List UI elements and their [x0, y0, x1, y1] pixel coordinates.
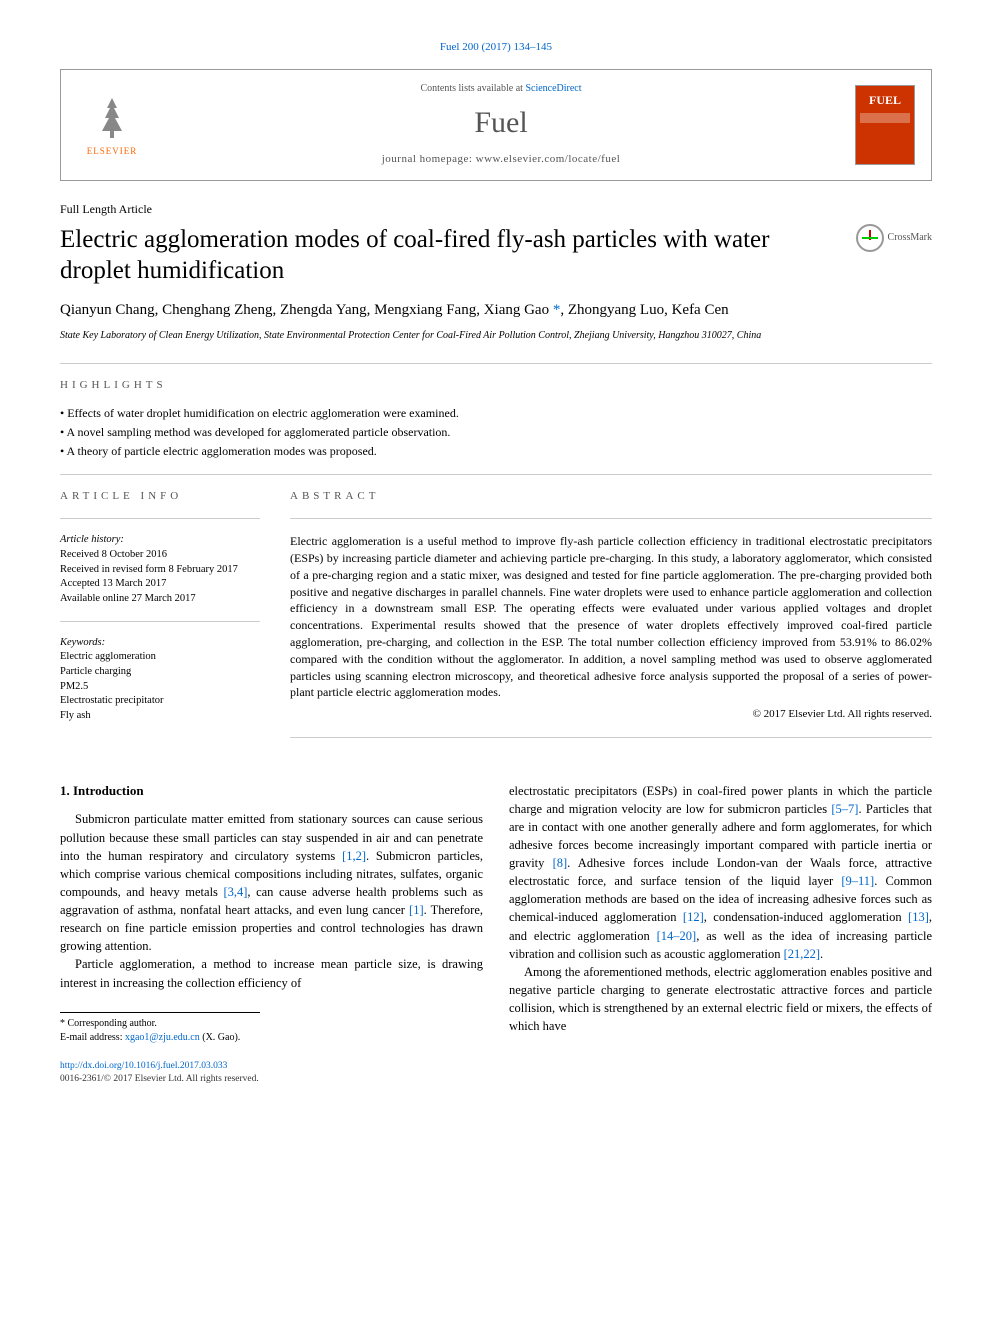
body-paragraph: Particle agglomeration, a method to incr… — [60, 955, 483, 991]
crossmark-badge[interactable]: CrossMark — [856, 224, 932, 252]
article-type: Full Length Article — [60, 201, 932, 218]
citation-ref[interactable]: [5–7] — [831, 802, 858, 816]
article-info-label: ARTICLE INFO — [60, 489, 260, 504]
issn-line: 0016-2361/© 2017 Elsevier Ltd. All right… — [60, 1073, 932, 1086]
keyword: PM2.5 — [60, 680, 260, 695]
citation-line: Fuel 200 (2017) 134–145 — [60, 40, 932, 55]
email-label: E-mail address: — [60, 1032, 125, 1043]
email-link[interactable]: xgao1@zju.edu.cn — [125, 1032, 200, 1043]
article-title: Electric agglomeration modes of coal-fir… — [60, 224, 856, 287]
corresponding-label: * Corresponding author. — [60, 1017, 260, 1032]
crossmark-label: CrossMark — [888, 231, 932, 245]
separator — [60, 518, 260, 519]
contents-available: Contents lists available at ScienceDirec… — [147, 82, 855, 96]
authors-tail: , Zhongyang Luo, Kefa Cen — [560, 302, 728, 318]
separator — [60, 474, 932, 475]
column-right: electrostatic precipitators (ESPs) in co… — [509, 782, 932, 1046]
article-body: 1. Introduction Submicron particulate ma… — [60, 782, 932, 1046]
cover-title: FUEL — [869, 92, 901, 109]
citation-ref[interactable]: [14–20] — [657, 929, 697, 943]
elsevier-tree-icon — [87, 93, 137, 143]
keywords-head: Keywords: — [60, 636, 260, 651]
highlight-item: A novel sampling method was developed fo… — [60, 424, 932, 441]
history-line: Available online 27 March 2017 — [60, 592, 260, 607]
highlights-label: HIGHLIGHTS — [60, 378, 932, 393]
history-line: Received in revised form 8 February 2017 — [60, 563, 260, 578]
body-paragraph: electrostatic precipitators (ESPs) in co… — [509, 782, 932, 963]
author-list: Qianyun Chang, Chenghang Zheng, Zhengda … — [60, 300, 932, 321]
homepage-url[interactable]: www.elsevier.com/locate/fuel — [476, 153, 621, 165]
authors-main: Qianyun Chang, Chenghang Zheng, Zhengda … — [60, 302, 549, 318]
column-left: 1. Introduction Submicron particulate ma… — [60, 782, 483, 1046]
citation-ref[interactable]: [21,22] — [784, 947, 820, 961]
contents-prefix: Contents lists available at — [420, 83, 525, 94]
footer-info: http://dx.doi.org/10.1016/j.fuel.2017.03… — [60, 1060, 932, 1087]
separator — [60, 363, 932, 364]
article-history: Article history: Received 8 October 2016… — [60, 533, 260, 606]
citation-ref[interactable]: [9–11] — [841, 874, 874, 888]
history-head: Article history: — [60, 533, 260, 548]
highlight-item: A theory of particle electric agglomerat… — [60, 443, 932, 460]
separator — [60, 621, 260, 622]
section-heading: 1. Introduction — [60, 782, 483, 801]
history-line: Accepted 13 March 2017 — [60, 577, 260, 592]
journal-homepage: journal homepage: www.elsevier.com/locat… — [147, 152, 855, 167]
journal-name: Fuel — [147, 102, 855, 144]
citation-ref[interactable]: [13] — [908, 910, 929, 924]
abstract-label: ABSTRACT — [290, 489, 932, 504]
corresponding-star: * — [549, 302, 560, 318]
elsevier-label: ELSEVIER — [87, 145, 138, 158]
separator — [290, 737, 932, 738]
keyword: Electric agglomeration — [60, 650, 260, 665]
homepage-prefix: journal homepage: — [382, 153, 476, 165]
email-tail: (X. Gao). — [200, 1032, 241, 1043]
separator — [290, 518, 932, 519]
citation-ref[interactable]: [1,2] — [342, 849, 366, 863]
journal-header: ELSEVIER Contents lists available at Sci… — [60, 69, 932, 180]
affiliation: State Key Laboratory of Clean Energy Uti… — [60, 329, 932, 343]
doi-link[interactable]: http://dx.doi.org/10.1016/j.fuel.2017.03… — [60, 1061, 227, 1071]
corresponding-footnote: * Corresponding author. E-mail address: … — [60, 1012, 260, 1046]
citation-ref[interactable]: [3,4] — [223, 885, 247, 899]
citation-ref[interactable]: [12] — [683, 910, 704, 924]
body-paragraph: Among the aforementioned methods, electr… — [509, 963, 932, 1036]
crossmark-icon — [856, 224, 884, 252]
citation-ref[interactable]: [8] — [553, 856, 568, 870]
keyword: Particle charging — [60, 665, 260, 680]
body-paragraph: Submicron particulate matter emitted fro… — [60, 810, 483, 955]
elsevier-logo: ELSEVIER — [77, 85, 147, 165]
highlight-item: Effects of water droplet humidification … — [60, 405, 932, 422]
highlights-block: Effects of water droplet humidification … — [60, 405, 932, 459]
journal-cover-thumbnail: FUEL — [855, 85, 915, 165]
copyright-line: © 2017 Elsevier Ltd. All rights reserved… — [290, 707, 932, 722]
citation-ref[interactable]: [1] — [409, 903, 424, 917]
keyword: Electrostatic precipitator — [60, 694, 260, 709]
abstract-text: Electric agglomeration is a useful metho… — [290, 533, 932, 701]
sciencedirect-link[interactable]: ScienceDirect — [525, 83, 581, 94]
keywords-block: Keywords: Electric agglomeration Particl… — [60, 636, 260, 724]
keyword: Fly ash — [60, 709, 260, 724]
history-line: Received 8 October 2016 — [60, 548, 260, 563]
